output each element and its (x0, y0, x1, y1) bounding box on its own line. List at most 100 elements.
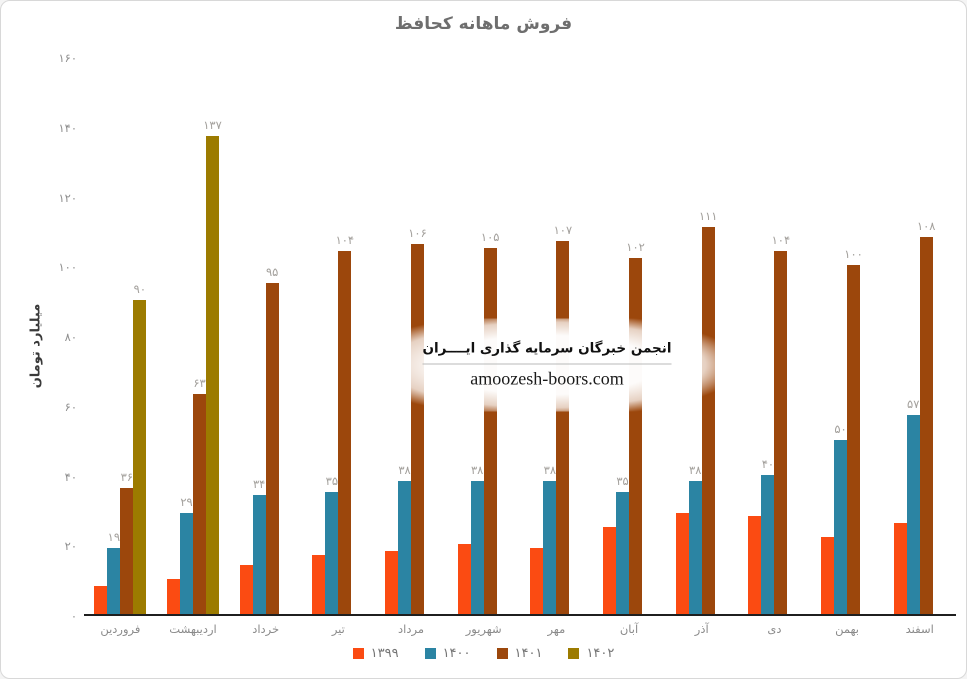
bar-value-label: ۱۰۶ (408, 226, 427, 241)
bar-1402: ۱۳۷ (203, 118, 222, 614)
bar-1399 (312, 554, 326, 614)
y-tick-label: ۲۰ (64, 539, 77, 554)
bar-value-label: ۲۹ (180, 494, 193, 509)
bar-group: ۳۵ ۱۰۴ (302, 58, 375, 614)
legend-item-1401: ۱۴۰۱ (496, 646, 543, 661)
legend-swatch-icon (352, 648, 364, 659)
bar-group: ۱۹ ۳۶ ۹۰ (84, 58, 157, 614)
bar-1399 (603, 526, 617, 614)
bar-1400: ۳۵ (616, 474, 630, 614)
x-axis-label: بهمن (835, 622, 859, 636)
bar-1399 (457, 544, 471, 614)
bar-1399 (748, 516, 762, 614)
x-axis-label: دی (767, 622, 782, 636)
y-tick-label: ۱۰۰ (58, 260, 77, 275)
bar-value-label: ۳۴ (252, 477, 266, 492)
bar-1401: ۹۵ (265, 265, 279, 614)
legend-label: ۱۴۰۲ (586, 646, 615, 661)
bar-1401: ۱۰۴ (336, 233, 354, 614)
legend-swatch-icon (424, 648, 436, 659)
bar-1401: ۱۱۱ (699, 209, 717, 614)
bar-value-label: ۳۶ (120, 470, 134, 485)
bar-value-label: ۱۰۸ (916, 219, 936, 234)
bar-value-label: ۵۰ (834, 421, 847, 436)
x-axis-label: تیر (331, 622, 345, 636)
y-tick-label: ۸۰ (64, 330, 77, 344)
bar-1399 (385, 551, 399, 614)
bar-group: ۴۰ ۱۰۴ (738, 58, 811, 614)
bar-value-label: ۹۵ (265, 264, 279, 279)
bar-1401: ۱۰۸ (917, 219, 935, 614)
bar-1399 (821, 537, 835, 614)
bar-group: ۳۴ ۹۵ (229, 58, 302, 614)
watermark-domain: amoozesh-boors.com (470, 368, 624, 389)
x-axis-label: مهر (547, 622, 566, 636)
plot-area: ۱۹ ۳۶ ۹۰ ۲۹ ۶۳ ۱۳۷ ۳۴ ۹۵ ۳۵ ۱۰۴ ۳۸ ۱۰۶ ۳۸ ۱۰۵ ۳۸ ۱۰۷ ۳۵ ۱… (84, 58, 956, 616)
legend-item-1402: ۱۴۰۲ (568, 646, 614, 661)
bar-value-label: ۵۷ (907, 397, 920, 412)
x-axis-label: مرداد (398, 622, 424, 636)
bar-1400: ۳۸ (688, 463, 702, 614)
bar-1400: ۳۸ (543, 463, 557, 614)
legend-label: ۱۴۰۱ (514, 646, 543, 661)
legend-label: ۱۳۹۹ (370, 646, 399, 661)
bar-value-label: ۳۸ (543, 463, 557, 478)
bar-1401: ۱۰۶ (408, 226, 427, 614)
x-axis-labels: فروردین اردیبهشت خرداد تیر مرداد شهریور مهر آبا… (84, 622, 956, 636)
bar-1400: ۵۷ (906, 397, 920, 614)
x-axis-label: شهریور (465, 622, 502, 636)
legend-swatch-icon (568, 648, 580, 659)
bar-value-label: ۹۰ (133, 282, 147, 297)
bar-1401: ۱۰۲ (626, 240, 645, 614)
y-tick-label: ۴۰ (64, 469, 77, 484)
watermark: انجمن خبرگان سرمایه گذاری ایــــران amoo… (374, 318, 720, 412)
bar-1401: ۶۳ (193, 376, 206, 614)
bar-1401: ۱۰۷ (554, 223, 572, 614)
x-axis-label: فروردین (100, 622, 141, 636)
bar-1399 (893, 523, 907, 614)
bar-value-label: ۱۰۵ (480, 229, 500, 244)
bar-value-label: ۳۵ (325, 473, 339, 488)
legend-swatch-icon (496, 648, 508, 659)
x-axis-label: خرداد (252, 622, 280, 636)
y-tick-label: ۶۰ (64, 399, 77, 414)
bar-1399 (167, 579, 180, 614)
bar-value-label: ۱۰۰ (844, 247, 863, 262)
bar-1401: ۱۰۰ (844, 247, 863, 614)
bar-value-label: ۳۵ (616, 473, 629, 488)
bar-value-label: ۴۰ (761, 456, 775, 471)
x-axis-label: آذر (694, 622, 709, 636)
bar-value-label: ۱۰۲ (626, 240, 645, 255)
bar-group: ۲۹ ۶۳ ۱۳۷ (157, 58, 230, 614)
bar-group: ۵۷ ۱۰۸ (883, 58, 956, 614)
bar-value-label: ۱۹ (107, 529, 121, 544)
bar-value-label: ۱۰۷ (553, 222, 573, 237)
bar-value-label: ۱۰۴ (335, 233, 355, 248)
bar-value-label: ۶۳ (193, 376, 206, 391)
x-axis-label: اسفند (905, 622, 934, 636)
bar-1401: ۱۰۵ (481, 230, 499, 614)
chart-title: فروش ماهانه کحافظ (394, 14, 573, 34)
bar-1399 (239, 565, 253, 614)
y-tick-label: ۱۴۰ (58, 120, 77, 135)
legend-item-1399: ۱۳۹۹ (352, 646, 399, 661)
bar-1400: ۳۴ (252, 477, 266, 614)
bar-value-label: ۳۸ (689, 463, 702, 478)
bar-1399 (675, 512, 689, 614)
bar-1400: ۴۰ (761, 457, 775, 614)
bar-1400: ۵۰ (834, 422, 848, 614)
bar-1400: ۳۵ (325, 474, 339, 614)
bar-1400: ۳۸ (470, 463, 484, 614)
bar-value-label: ۳۸ (398, 463, 411, 478)
legend-item-1400: ۱۴۰۰ (424, 646, 471, 661)
bar-value-label: ۳۸ (471, 463, 484, 478)
bar-group: ۵۰ ۱۰۰ (811, 58, 884, 614)
bar-1401: ۳۶ (120, 470, 134, 614)
bar-value-label: ۱۰۴ (771, 233, 791, 248)
y-tick-label: ۱۶۰ (58, 51, 77, 65)
bar-1400: ۱۹ (107, 530, 121, 614)
x-axis-label: آبان (619, 622, 639, 636)
y-tick-label: ۱۲۰ (58, 190, 77, 205)
bar-1400: ۲۹ (180, 495, 193, 614)
